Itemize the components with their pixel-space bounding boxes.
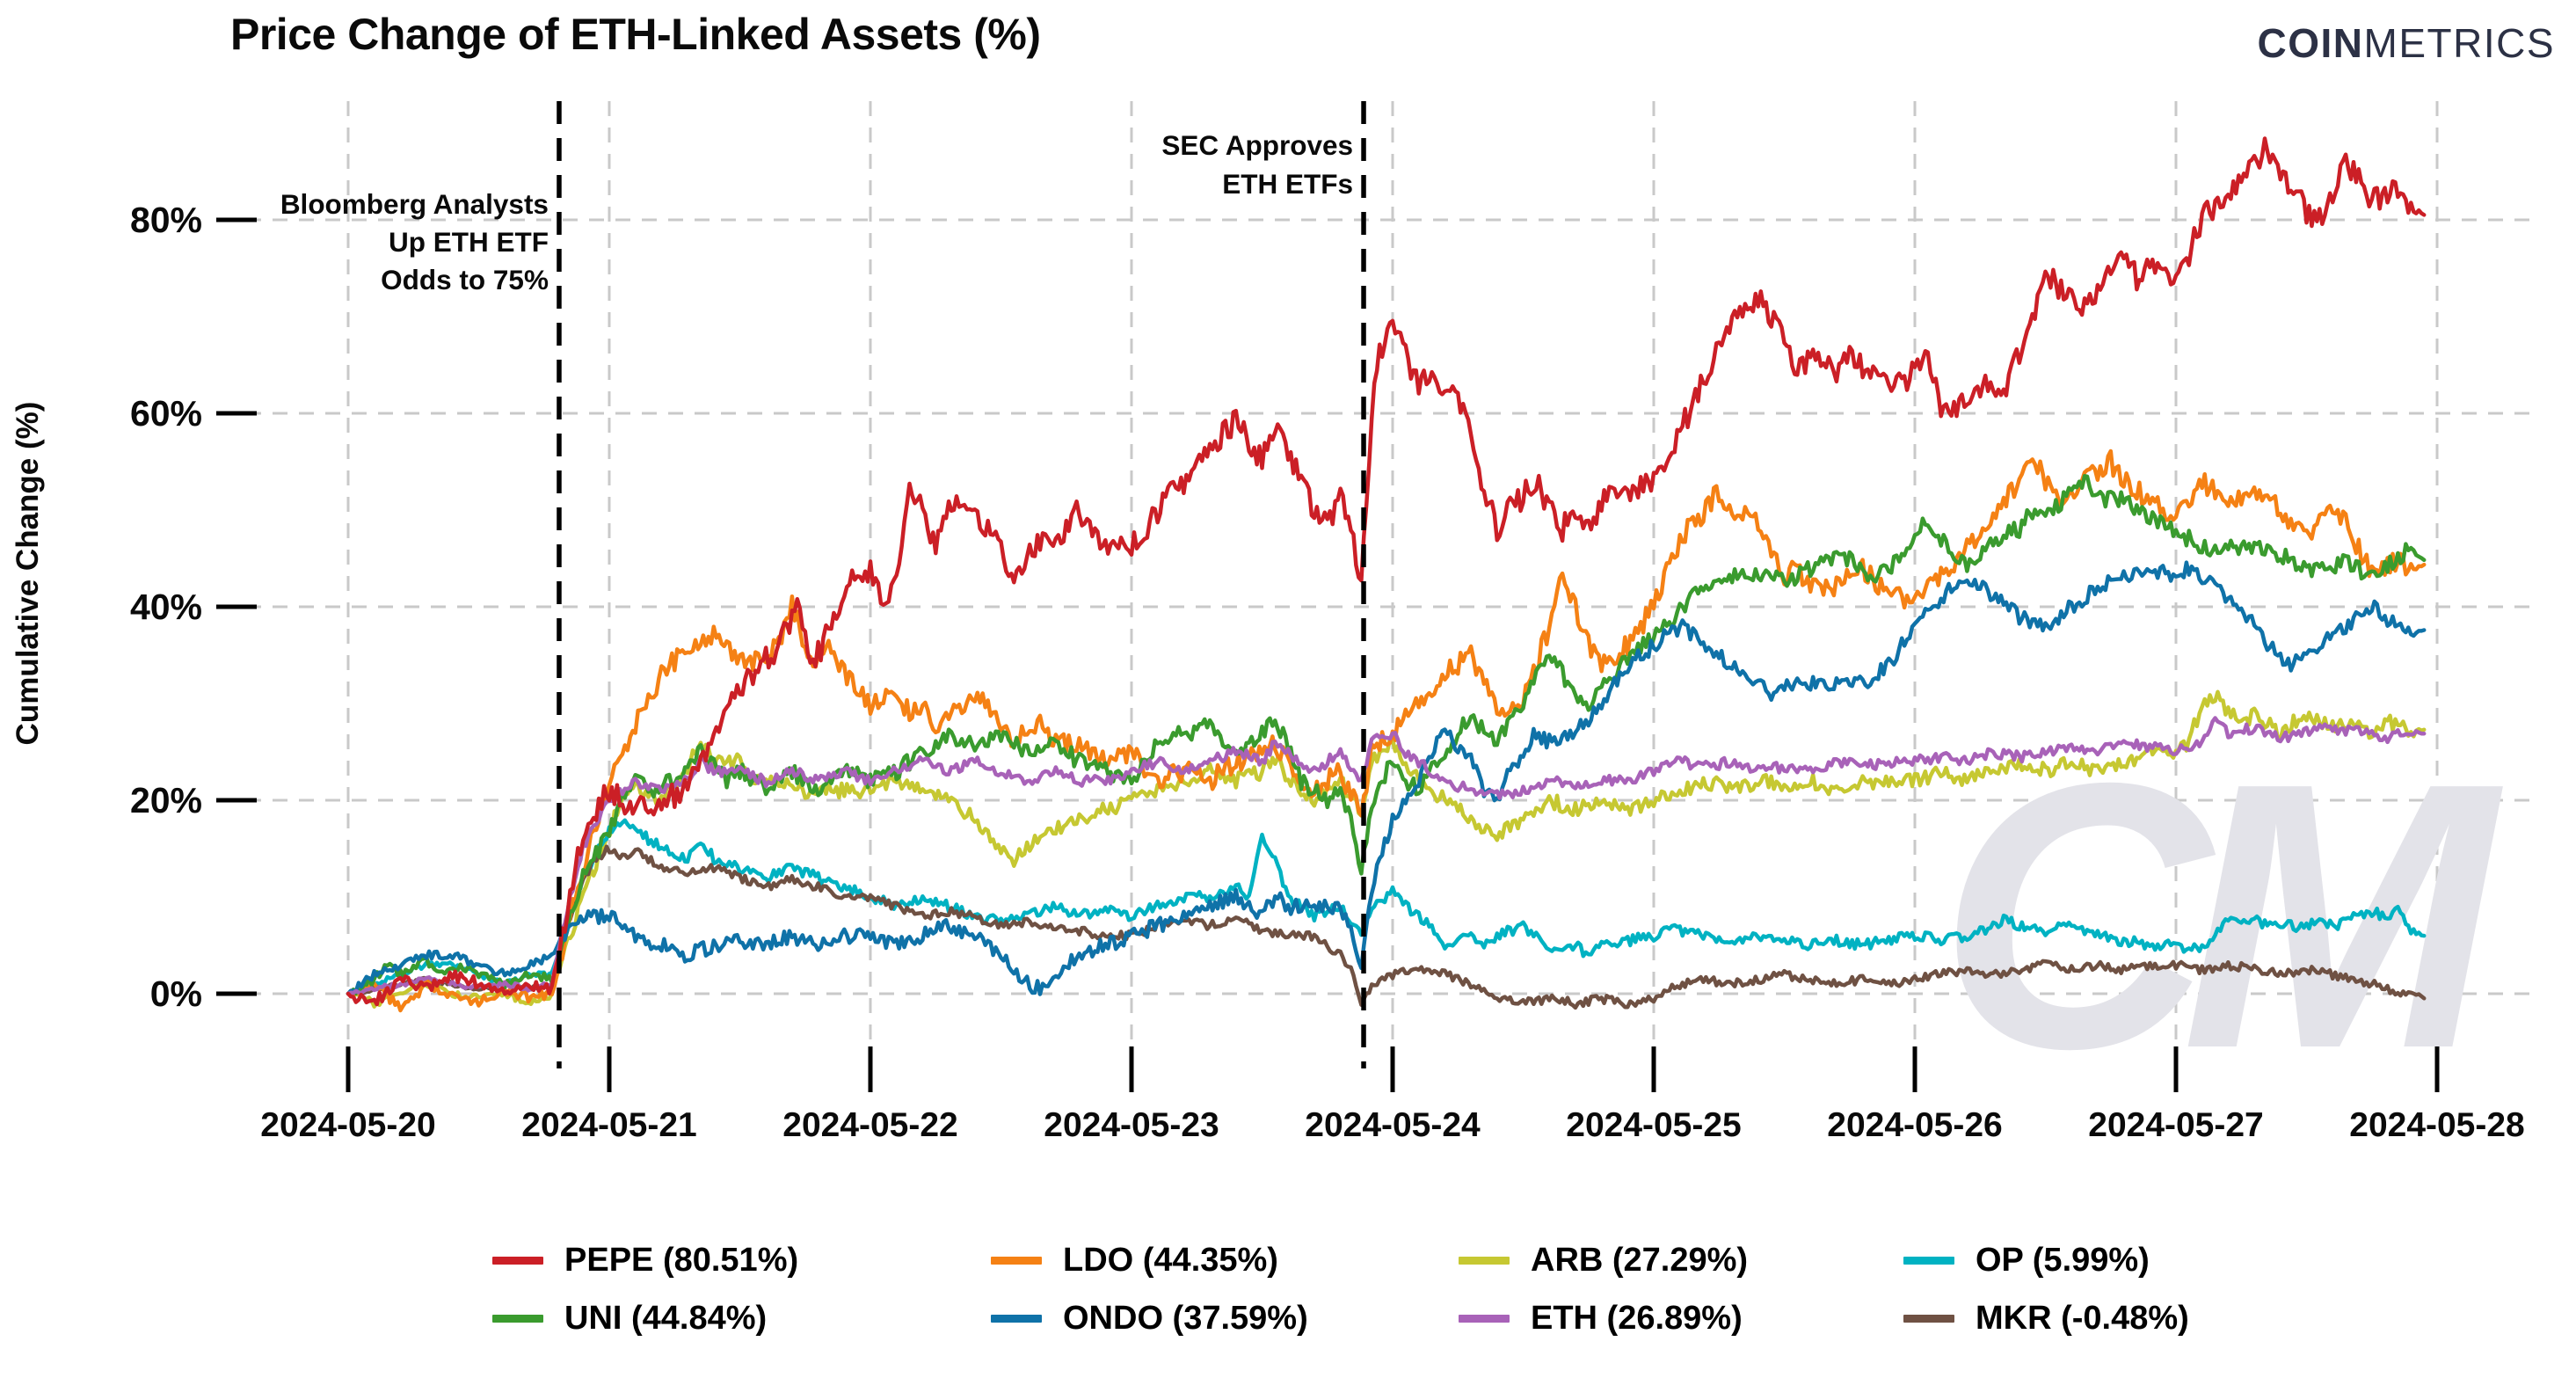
legend-label-pepe: PEPE (80.51%)	[564, 1241, 799, 1279]
x-tick-label: 2024-05-20	[260, 1106, 436, 1144]
legend-label-ondo: ONDO (37.59%)	[1063, 1299, 1308, 1337]
legend-item-mkr: MKR (-0.48%)	[1903, 1300, 2281, 1337]
y-tick-label: 80%	[130, 200, 202, 240]
mkr-line-swatch	[1903, 1314, 1954, 1323]
y-tick-label: 0%	[150, 973, 202, 1014]
series-line-arb	[346, 689, 2427, 1009]
y-tick-label: 60%	[130, 393, 202, 434]
legend-label-op: OP (5.99%)	[1976, 1241, 2150, 1279]
event-annotation-text: ETH ETFs	[1222, 168, 1353, 200]
axes: 0% 20% 40% 60% 80% 2024-05-20 2024-05-21 2024-0…	[130, 200, 2525, 1144]
ldo-line-swatch	[991, 1256, 1042, 1265]
series-line-uni	[346, 474, 2427, 996]
y-tick-label: 20%	[130, 780, 202, 820]
uni-line-swatch	[492, 1314, 543, 1323]
eth-line-swatch	[1459, 1314, 1510, 1323]
legend-item-ldo: LDO (44.35%)	[991, 1242, 1459, 1279]
legend-label-eth: ETH (26.89%)	[1531, 1299, 1743, 1337]
ondo-line-swatch	[991, 1314, 1042, 1323]
x-tick-label: 2024-05-23	[1044, 1106, 1219, 1144]
x-tick-label: 2024-05-27	[2088, 1106, 2264, 1144]
legend-item-pepe: PEPE (80.51%)	[492, 1242, 991, 1279]
legend: PEPE (80.51%) LDO (44.35%) ARB (27.29%) …	[492, 1242, 2281, 1337]
legend-item-arb: ARB (27.29%)	[1459, 1242, 1903, 1279]
series-line-op	[346, 818, 2427, 996]
series-line-eth	[346, 716, 2427, 996]
pepe-line-swatch	[492, 1256, 543, 1265]
x-tick-label: 2024-05-26	[1827, 1106, 2003, 1144]
event-annotations: Bloomberg Analysts Up ETH ETF Odds to 75% S…	[280, 101, 1366, 1068]
x-tick-label: 2024-05-28	[2349, 1106, 2525, 1144]
coinmetrics-logo: COINMETRICS	[2258, 19, 2556, 67]
event-annotation-text: SEC Approves	[1161, 129, 1353, 161]
page-title: Price Change of ETH-Linked Assets (%)	[230, 10, 1041, 59]
legend-label-uni: UNI (44.84%)	[564, 1299, 768, 1337]
x-tick-label: 2024-05-25	[1566, 1106, 1742, 1144]
series-line-ldo	[346, 448, 2427, 1013]
logo-metrics-text: METRICS	[2363, 20, 2555, 66]
legend-label-mkr: MKR (-0.48%)	[1976, 1299, 2189, 1337]
legend-item-ondo: ONDO (37.59%)	[991, 1300, 1459, 1337]
series-line-ondo	[346, 560, 2427, 996]
legend-label-ldo: LDO (44.35%)	[1063, 1241, 1278, 1279]
x-tick-label: 2024-05-22	[782, 1106, 958, 1144]
logo-coin-text: COIN	[2257, 20, 2364, 66]
series-line-mkr	[346, 844, 2427, 1010]
event-annotation-text: Odds to 75%	[381, 264, 549, 295]
arb-line-swatch	[1459, 1256, 1510, 1265]
legend-item-eth: ETH (26.89%)	[1459, 1300, 1903, 1337]
y-axis-title: Cumulative Change (%)	[11, 401, 45, 746]
gridlines	[220, 101, 2532, 1068]
event-annotation-text: Bloomberg Analysts	[280, 188, 549, 220]
x-tick-label: 2024-05-24	[1305, 1106, 1481, 1144]
legend-item-uni: UNI (44.84%)	[492, 1300, 991, 1337]
y-tick-label: 40%	[130, 587, 202, 627]
x-tick-label: 2024-05-21	[521, 1106, 697, 1144]
op-line-swatch	[1903, 1256, 1954, 1265]
event-annotation-text: Up ETH ETF	[389, 226, 549, 258]
legend-item-op: OP (5.99%)	[1903, 1242, 2281, 1279]
series-lines	[346, 136, 2427, 1013]
legend-label-arb: ARB (27.29%)	[1531, 1241, 1749, 1279]
series-line-pepe	[346, 136, 2427, 1007]
